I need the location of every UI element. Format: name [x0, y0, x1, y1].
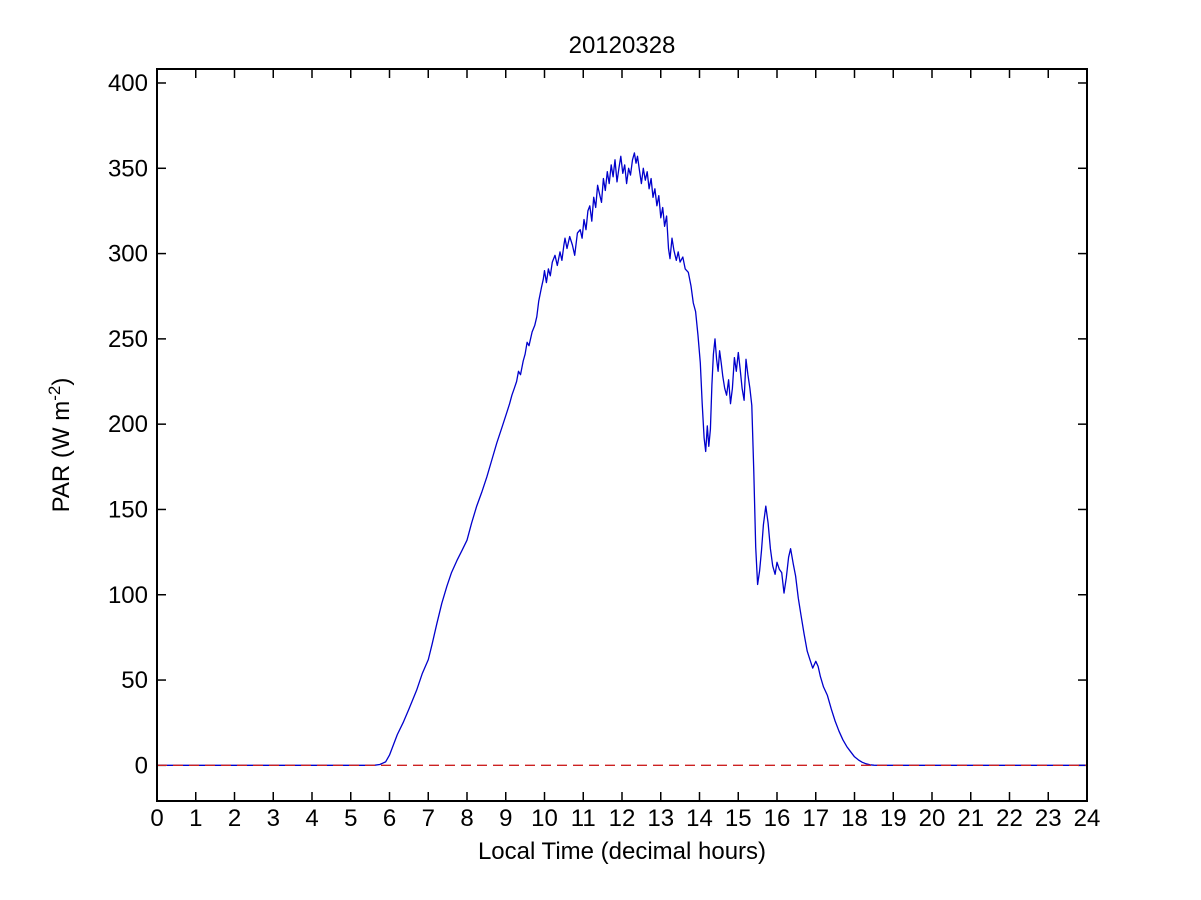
x-tick-label: 2	[228, 805, 241, 832]
y-tick-label: 250	[108, 326, 148, 353]
par-series-line	[157, 152, 1087, 766]
x-tick-label: 24	[1074, 805, 1101, 832]
y-tick-label: 50	[121, 667, 148, 694]
x-tick-label: 1	[189, 805, 202, 832]
x-tick-label: 13	[647, 805, 674, 832]
x-tick-label: 10	[531, 805, 558, 832]
x-tick-label: 20	[919, 805, 946, 832]
y-tick-label: 200	[108, 411, 148, 438]
x-tick-label: 19	[880, 805, 907, 832]
y-axis-label-superscript: -2	[45, 385, 64, 401]
x-tick-label: 11	[571, 805, 596, 832]
y-tick-label: 400	[108, 70, 148, 97]
x-tick-label: 4	[305, 805, 318, 832]
x-tick-label: 8	[460, 805, 473, 832]
y-tick-label: 0	[135, 752, 148, 779]
x-tick-label: 12	[609, 805, 636, 832]
x-tick-label: 3	[267, 805, 280, 832]
x-tick-label: 6	[383, 805, 396, 832]
x-tick-label: 15	[725, 805, 752, 832]
x-tick-label: 22	[996, 805, 1023, 832]
y-tick-label: 300	[108, 241, 148, 268]
x-tick-label: 0	[150, 805, 163, 832]
x-tick-label: 9	[499, 805, 512, 832]
chart-title: 20120328	[568, 32, 676, 59]
y-tick-label: 100	[108, 582, 148, 609]
x-tick-label: 21	[957, 805, 984, 832]
y-tick-label: 350	[108, 155, 148, 182]
x-tick-label: 23	[1035, 805, 1062, 832]
x-tick-label: 14	[686, 805, 713, 832]
x-tick-label: 17	[802, 805, 829, 832]
x-tick-label: 5	[344, 805, 357, 832]
x-tick-label: 16	[764, 805, 791, 832]
y-axis-label: PAR (W m-2)	[45, 377, 75, 513]
plot-frame	[156, 68, 1088, 802]
x-tick-label: 7	[422, 805, 435, 832]
x-axis-label: Local Time (decimal hours)	[477, 838, 767, 865]
y-tick-label: 150	[108, 496, 148, 523]
x-tick-label: 18	[841, 805, 868, 832]
